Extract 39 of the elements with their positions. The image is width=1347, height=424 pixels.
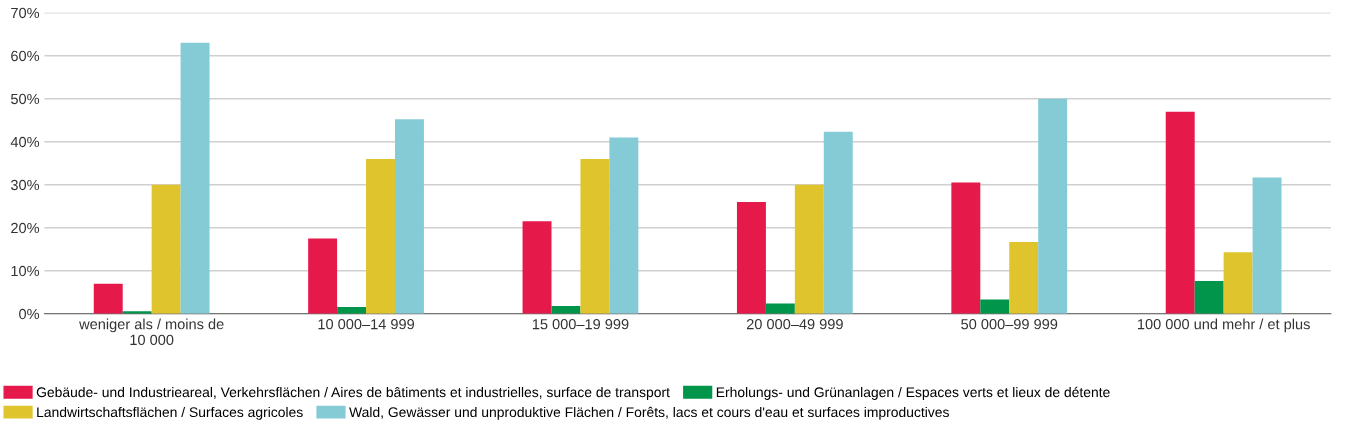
bar [951, 182, 981, 314]
bar [1009, 241, 1039, 314]
y-tick-label: 40% [10, 136, 40, 148]
bar [151, 184, 181, 314]
y-tick-label: 60% [11, 50, 40, 62]
bar [580, 158, 610, 314]
bar [823, 131, 853, 314]
y-tick-label: 20% [11, 222, 40, 234]
x-tick-label: 20 000–49 999 [746, 319, 843, 330]
bar [394, 119, 424, 314]
y-tick-label: 50% [10, 93, 40, 105]
bar [93, 283, 123, 314]
bar [736, 201, 766, 314]
x-tick-label: 100 000 und mehr / et plus [1138, 318, 1310, 333]
x-tick-label: 50 000–99 999 [961, 319, 1058, 330]
legend-label: Wald, Gewässer und unproduktive Flächen / Forêts, lacs et cours d'eau et surfaces improductives [349, 406, 949, 420]
legend-label: Gebäude- und Industrieareal, Verkehrsflächen / Aires de bâtiments et industrielles, surface de transport [36, 386, 670, 400]
legend-label: Erholungs- und Grünanlagen / Espaces verts et lieux de détente [716, 386, 1110, 400]
bar [1252, 177, 1282, 314]
bar [980, 299, 1010, 314]
bar [522, 221, 552, 314]
y-tick-label: 10% [11, 265, 40, 277]
bar [1194, 281, 1224, 314]
x-tick-label: 15 000–19 999 [532, 319, 629, 330]
bar [765, 303, 795, 314]
y-tick-label: 70% [11, 7, 40, 19]
bar [609, 137, 639, 314]
bar [1223, 252, 1253, 314]
bar [366, 158, 395, 314]
x-tick-label: weniger als / moins de 10 000 [79, 318, 224, 346]
legend-label: Landwirtschaftsflächen / Surfaces agricoles [37, 406, 303, 420]
y-tick-label: 0% [19, 308, 40, 320]
bar [180, 42, 210, 314]
bar [308, 238, 338, 314]
bar [1165, 111, 1195, 314]
bar [1038, 98, 1068, 314]
bar [794, 184, 824, 314]
y-tick-label: 30% [10, 179, 40, 191]
x-tick-label: 10 000–14 999 [318, 319, 415, 330]
